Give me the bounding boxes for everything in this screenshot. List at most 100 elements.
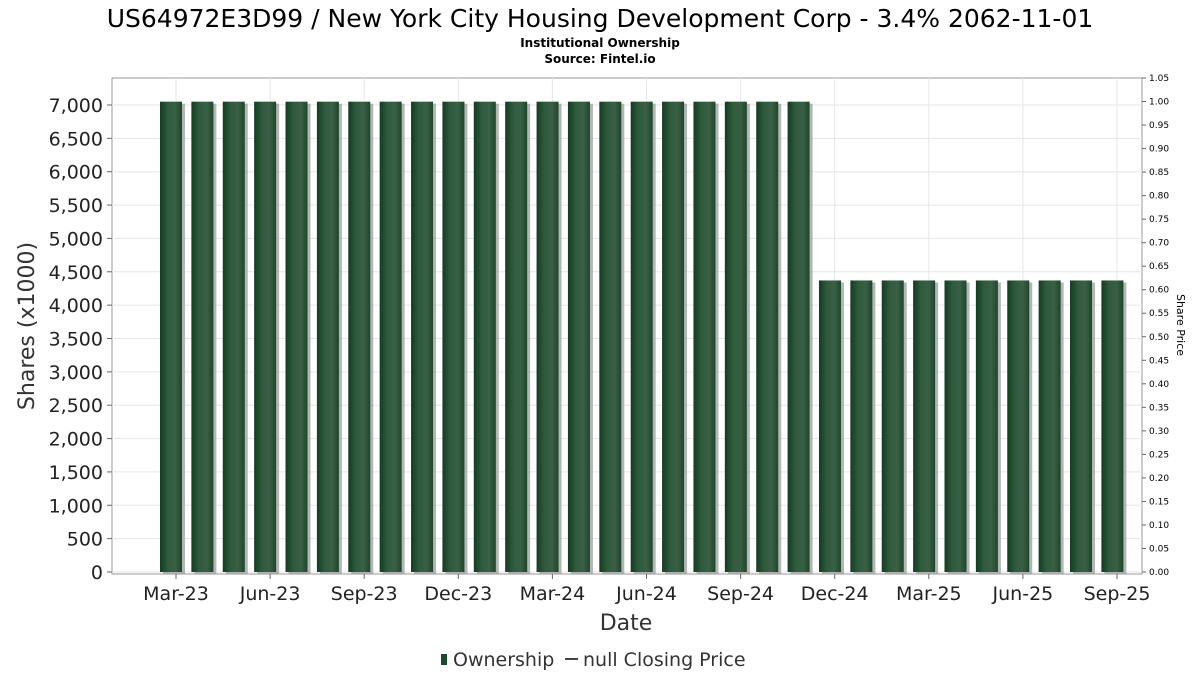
y-tick-label: 3,500 [49, 329, 103, 351]
x-tick-label: Sep-24 [707, 583, 774, 605]
y2-tick-label: 0.00 [1149, 568, 1169, 578]
bar-body [944, 280, 967, 572]
bar-body [1070, 280, 1093, 572]
ownership-bar [850, 280, 876, 574]
y2-tick-label: 1.05 [1149, 74, 1169, 84]
y2-tick-label: 0.35 [1149, 403, 1169, 413]
x-axis-label: Date [600, 611, 653, 636]
ownership-bar [881, 280, 907, 574]
y2-tick-label: 0.05 [1149, 544, 1169, 554]
bar-body [756, 101, 779, 573]
x-tick-label: Sep-25 [1084, 583, 1151, 605]
ownership-bar [787, 101, 813, 575]
bar-body [1101, 280, 1124, 572]
x-tick-label: Mar-25 [896, 583, 962, 605]
ownership-bar [411, 101, 437, 575]
ownership-bar [473, 101, 499, 575]
bar-body [285, 101, 308, 573]
y2-tick-label: 0.85 [1149, 168, 1169, 178]
y2-tick-label: 0.50 [1149, 333, 1169, 343]
ownership-bar [944, 280, 970, 574]
y-axis-ticks: 0 500 1,000 1,500 2,000 2,500 3,000 3,500 4,000 4… [49, 95, 112, 584]
y-tick-label: 4,500 [49, 262, 103, 284]
y2-tick-label: 0.10 [1149, 521, 1169, 531]
ownership-bar [316, 101, 342, 575]
ownership-bar [599, 101, 625, 575]
ownership-bar [630, 101, 656, 575]
x-tick-label: Jun-23 [239, 583, 301, 605]
bar-body [1007, 280, 1030, 572]
x-axis-ticks: Mar-23 Jun-23 Sep-23 Dec-23 Mar-24 Jun-24 Sep-… [143, 574, 1150, 605]
bar-body [630, 101, 653, 573]
y-tick-label: 2,000 [49, 429, 103, 451]
y-tick-label: 2,500 [49, 395, 103, 417]
y-tick-label: 7,000 [49, 95, 103, 117]
legend: Ownership null Closing Price [441, 649, 746, 671]
y2-tick-label: 1.00 [1149, 98, 1169, 108]
bar-body [191, 101, 214, 573]
y-tick-label: 5,000 [49, 228, 103, 250]
ownership-bar [191, 101, 217, 575]
ownership-bar [1038, 280, 1064, 574]
y-tick-label: 1,000 [49, 495, 103, 517]
bar-body [505, 101, 528, 573]
y-tick-label: 4,000 [49, 295, 103, 317]
bar-body [567, 101, 590, 573]
bar-body [881, 280, 904, 572]
chart-subtitle-ownership: Institutional Ownership [520, 36, 680, 50]
legend-closing-price-label: null Closing Price [583, 649, 746, 671]
ownership-bar [160, 101, 185, 575]
ownership-bar [818, 280, 844, 574]
bar-body [724, 101, 747, 573]
ownership-bar [222, 101, 248, 575]
ownership-bar [536, 101, 562, 575]
y2-tick-label: 0.15 [1149, 497, 1169, 507]
bar-body [316, 101, 339, 573]
y2-tick-label: 0.90 [1149, 145, 1169, 155]
ownership-bar [724, 101, 750, 575]
y2-tick-label: 0.45 [1149, 356, 1169, 366]
y2-axis-label: Share Price [1174, 294, 1187, 356]
y2-tick-label: 0.75 [1149, 215, 1169, 225]
ownership-bar [442, 101, 468, 575]
plot-area [111, 77, 1143, 575]
legend-ownership-swatch [441, 654, 447, 665]
ownership-bar [379, 101, 405, 575]
bar-body [379, 101, 402, 573]
x-tick-label: Mar-23 [143, 583, 209, 605]
bar-body [850, 280, 873, 572]
x-tick-label: Jun-24 [615, 583, 677, 605]
y2-tick-label: 0.65 [1149, 262, 1169, 272]
y-tick-label: 3,000 [49, 362, 103, 384]
ownership-bar [567, 101, 593, 575]
y2-tick-label: 0.95 [1149, 121, 1169, 131]
y2-tick-label: 0.80 [1149, 192, 1169, 202]
y-tick-label: 1,500 [49, 462, 103, 484]
ownership-bar [505, 101, 531, 575]
bar-body [787, 101, 810, 573]
ownership-bar [913, 280, 939, 574]
y-tick-label: 6,000 [49, 162, 103, 184]
y-tick-label: 500 [67, 529, 103, 551]
ownership-bar [348, 101, 374, 575]
bar-body [442, 101, 465, 573]
ownership-bar [285, 101, 311, 575]
bar-body [473, 101, 496, 573]
x-tick-label: Dec-23 [424, 583, 492, 605]
bar-body [536, 101, 559, 573]
y2-tick-label: 0.60 [1149, 286, 1169, 296]
legend-ownership-label: Ownership [453, 649, 554, 671]
y-tick-label: 0 [91, 562, 103, 584]
bar-body [599, 101, 622, 573]
bar-body [913, 280, 936, 572]
y-axis-label: Shares (x1000) [15, 242, 40, 410]
ownership-bar [1101, 280, 1127, 574]
ownership-bar [756, 101, 782, 575]
bar-body [348, 101, 371, 573]
ownership-bar [975, 280, 1001, 574]
bar-body [222, 101, 245, 573]
bar-body [693, 101, 716, 573]
x-tick-label: Mar-24 [520, 583, 586, 605]
y2-tick-label: 0.30 [1149, 427, 1169, 437]
